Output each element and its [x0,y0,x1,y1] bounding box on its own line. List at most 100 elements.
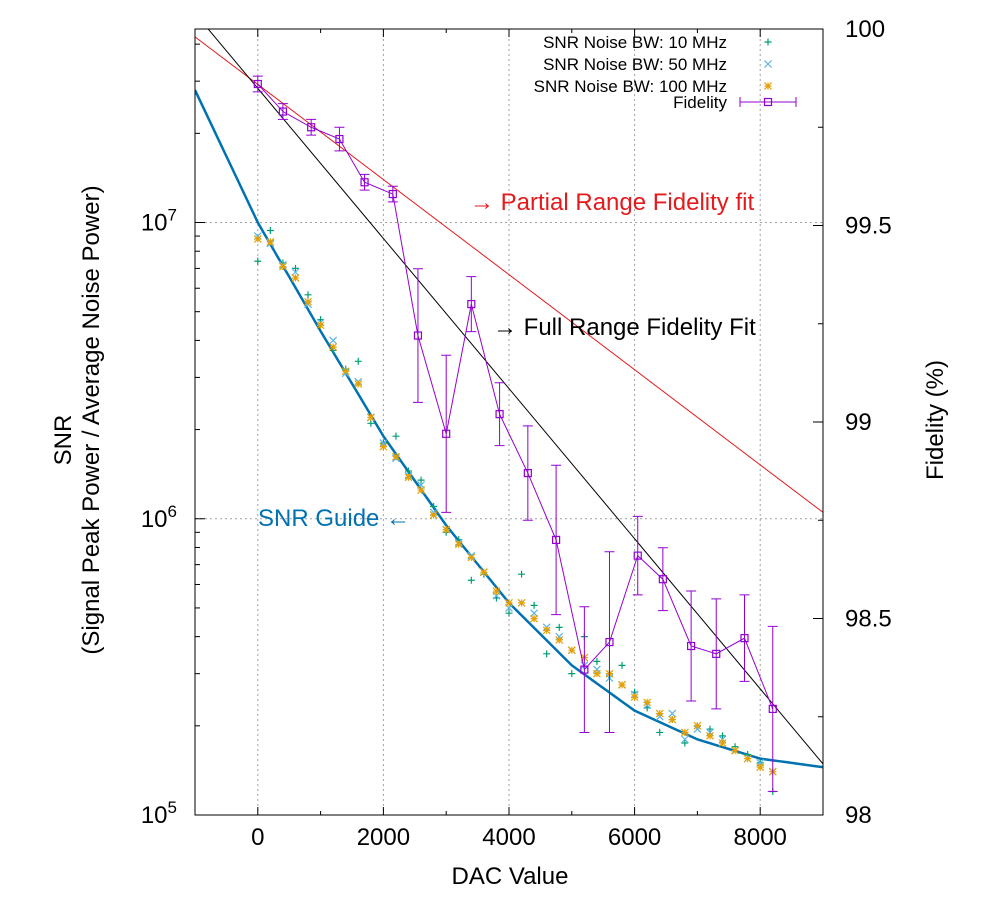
snr-point [266,226,274,234]
snr-point [379,439,388,448]
fidelity-point [580,665,589,674]
y-left-tick-label: 106 [141,502,177,533]
snr-point [304,291,312,299]
fidelity-error-bar [412,268,423,403]
snr-point [743,754,752,763]
snr-point [618,661,626,669]
fidelity-point [278,107,288,116]
legend-sample-plus [764,38,772,46]
snr-point [430,502,438,510]
fidelity-error-bar [711,598,722,710]
fidelity-point [740,634,749,643]
snr-point [429,511,438,519]
snr-point [680,735,689,744]
fidelity-error-bar [494,382,505,447]
fidelity-point [605,637,614,647]
x-axis-title: DAC Value [452,863,569,890]
y-right-tick-label: 98 [845,802,872,829]
snr-point [593,657,601,665]
fidelity-point [335,134,344,144]
y-left-tick-label: 105 [141,798,177,829]
partial-range-fit-line [195,36,823,513]
legend: SNR Noise BW: 10 MHz SNR Noise BW: 50 MH… [534,33,797,112]
legend-sample-square [763,97,773,107]
fidelity-error-bar [277,103,288,120]
y-axis-title-right: Fidelity (%) [922,360,949,480]
snr-point [643,698,652,707]
snr-point [530,614,539,623]
fidelity-error-bar [604,551,615,733]
snr-point [479,568,488,577]
snr-point [542,626,551,635]
snr-point [505,598,513,607]
fidelity-line [257,83,774,710]
legend-label-50mhz: SNR Noise BW: 50 MHz [543,55,727,74]
snr-point [291,264,299,272]
snr-point [693,721,702,730]
snr-point [266,237,275,246]
snr-point [718,735,727,744]
fidelity-point [495,410,504,419]
snr-point [756,763,765,772]
snr-point [568,670,576,678]
snr-point [417,486,426,494]
y-axis-title-left-line1: SNR [50,415,77,466]
full-range-fit-line [207,29,823,765]
fidelity-point [712,649,721,658]
fidelity-point [768,704,777,713]
snr-point [417,476,425,484]
legend-sample-star [764,82,772,90]
fidelity-error-bar [632,515,643,596]
fidelity-error-bar [522,425,533,521]
snr-point [467,553,476,562]
fidelity-point [253,79,262,89]
snr-point [618,680,626,689]
snr-point [719,732,727,740]
plot-frame [194,28,824,816]
y-right-tick-label: 100 [845,16,885,43]
fidelity-point [467,300,476,309]
fidelity-error-bar [252,75,263,93]
snr-point [392,452,400,461]
fidelity-point [388,189,397,199]
snr-point [392,432,400,440]
fidelity-series [252,75,778,792]
snr-point [291,268,300,277]
y-left-tick-exp: 5 [168,798,177,817]
snr-point [656,728,664,736]
snr-point [555,635,564,644]
snr-point [530,601,538,609]
snr-point [655,709,664,718]
y-right-tick-label: 99.5 [845,213,892,240]
y-left-tick-exp: 6 [168,502,177,521]
legend-label-fidelity: Fidelity [673,93,727,112]
legend-samples [739,38,797,107]
y-left-tick-base: 10 [141,210,168,237]
snr-point [379,442,388,451]
snr-point [517,598,526,607]
fidelity-point [687,641,696,651]
y-right-tick-label: 99 [845,409,872,436]
fidelity-point [551,535,561,545]
snr-point [731,746,740,755]
fidelity-point [658,575,667,584]
fidelity-error-bar [441,354,452,513]
snr-point [278,262,287,271]
fidelity-error-bar [334,126,345,152]
tick-labels: 0 2000 4000 6000 80001051061079898.59999.510… [141,16,892,851]
x-tick-label: 4000 [482,824,535,851]
snr-point [354,380,363,388]
snr-point [454,540,463,549]
snr-point [555,623,563,631]
snr-point [630,693,639,702]
fidelity-error-bar [306,118,317,136]
legend-label-10mhz: SNR Noise BW: 10 MHz [543,33,727,52]
snr-point [253,235,262,243]
fidelity-error-bar [387,185,398,203]
snr-point [354,357,362,365]
annotation-snr-guide: SNR Guide ← [258,505,410,532]
snr-point [706,725,714,733]
legend-sample-cross [764,60,772,68]
snr-point [341,367,350,376]
